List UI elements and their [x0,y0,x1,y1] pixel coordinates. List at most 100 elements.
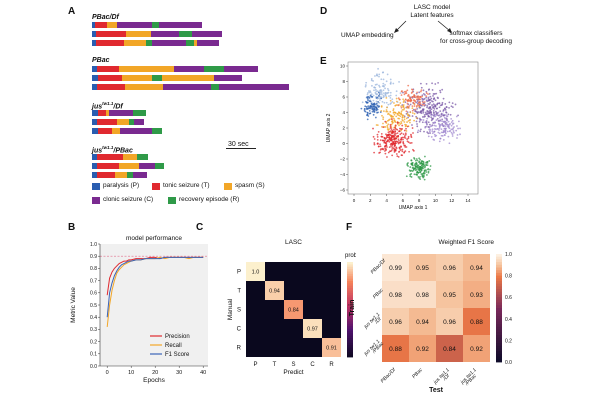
umap-point-recovery [415,158,418,160]
umap-point-paralysis-light [386,92,388,95]
f1-colorbar-step-10 [496,281,502,285]
ethogram-segment-g3-r2-s3 [127,172,133,178]
confusion-colorbar-step-33 [347,340,353,344]
f1-cell-3-3 [463,335,490,362]
umap-point-paralysis-light [368,91,371,94]
umap-point-paralysis [360,107,363,110]
line-chart-ytick-label-2: 0.2 [90,339,97,345]
umap-point-clonic [418,91,421,94]
umap-point-recovery [427,171,430,174]
umap-point-tonic [379,143,381,146]
umap-point-spasm [392,112,395,114]
umap-point-clonic [420,86,423,89]
confusion-cell-1-3 [303,281,322,300]
f1-value-2-2: 0.96 [443,319,456,326]
umap-point-clonic [433,112,435,114]
confusion-colorbar-step-29 [347,330,353,334]
umap-point-tonic-upper [411,109,414,112]
umap-point-spasm [386,106,388,109]
umap-point-clonic [438,102,441,105]
umap-point-paralysis-light [375,100,378,103]
umap-point-clonic [419,82,422,85]
f1-colorbar-step-32 [496,340,502,344]
umap-point-tonic [391,154,394,157]
confusion-cell-2-0 [246,300,265,319]
umap-point-tonic-upper [419,95,422,98]
umap-point-recovery [413,173,416,176]
ethogram-segment-g1-r0-s4 [204,66,224,72]
f1-row-label-2-1: /Df [373,316,383,326]
confusion-colorbar-step-24 [347,319,353,322]
umap-point-clonic [442,114,445,117]
umap-point-spasm [402,119,404,122]
umap-point-clonic [437,102,439,105]
umap-point-clonic-light [438,140,441,143]
umap-point-clonic-light [427,135,430,138]
legend-text-tonic: tonic seizure (T) [163,182,210,189]
confusion-colorbar-step-7 [347,278,353,282]
umap-point-tonic-upper [400,106,403,109]
umap-point-paralysis-light [371,84,373,87]
umap-point-tonic-upper [406,89,409,92]
umap-point-recovery [425,171,428,173]
umap-point-paralysis [368,100,371,103]
confusion-colorbar-step-4 [347,271,353,275]
umap-point-paralysis-light [382,89,385,92]
umap-point-tonic-upper [419,90,422,93]
line-chart-ytick-label-4: 0.4 [90,315,97,321]
umap-point-paralysis-light [386,88,389,90]
umap-point-recovery [419,162,422,165]
ethogram-segment-g1-r2-s5 [219,84,289,90]
umap-point-clonic-light [450,117,453,120]
f1-colorbar-step-35 [496,348,502,352]
umap-point-spasm [382,118,385,121]
confusion-colorbar-step-20 [347,309,353,313]
umap-point-spasm [395,97,398,100]
umap-point-spasm [385,97,388,99]
umap-point-recovery [416,173,418,176]
umap-point-paralysis [376,108,379,111]
umap-point-tonic [401,124,404,127]
umap-point-clonic [424,104,427,106]
umap-point-clonic [421,97,423,100]
ethogram-segment-g3-r0-s3 [137,154,148,160]
umap-point-tonic [402,133,405,136]
umap-point-paralysis-light [384,87,386,90]
umap-point-clonic-light [437,131,440,134]
line-chart-ytick-label-0: 0.0 [90,364,97,370]
umap-point-tonic [400,154,403,157]
umap-point-paralysis [374,116,377,119]
umap-point-paralysis-light [375,74,378,77]
umap-point-spasm [398,117,401,120]
umap-point-paralysis [370,102,373,105]
umap-point-paralysis-light [375,90,378,93]
umap-point-paralysis [374,106,377,109]
umap-point-tonic-upper [416,103,419,106]
confusion-row-label-2: S [237,308,241,314]
umap-point-paralysis-light [383,95,385,98]
ethogram-segment-g0-r0-s1 [95,22,107,28]
ethogram-segment-g1-r1-s2 [122,75,152,81]
f1-value-2-3: 0.88 [470,319,483,326]
umap-point-clonic-light [440,131,443,134]
umap-point-clonic [447,113,450,116]
legend-swatch-paralysis [92,183,100,190]
umap-point-clonic-light [447,120,450,123]
line-chart-ytick-label-10: 1.0 [90,242,97,248]
umap-point-recovery [422,163,425,166]
confusion-cell-0-3 [303,262,322,281]
umap-point-paralysis-light [378,75,380,78]
confusion-cell-2-4 [322,300,341,319]
f1-colorbar-step-5 [496,267,502,271]
panel-label-d: D [320,6,328,17]
confusion-matrix: LASC P P 1.0 T T 0.94 S S 0.84 C C 0.97 R R 0.91 Predict… [227,239,356,376]
umap-point-clonic [427,96,430,99]
umap-point-paralysis-light [380,92,383,94]
umap-point-clonic-light [441,134,444,137]
umap-point-paralysis-light [376,83,378,86]
umap-point-clonic [430,97,433,100]
umap-point-tonic [390,145,392,147]
umap-point-tonic [384,137,386,140]
umap-point-clonic [422,98,425,101]
umap-point-spasm [401,108,404,111]
